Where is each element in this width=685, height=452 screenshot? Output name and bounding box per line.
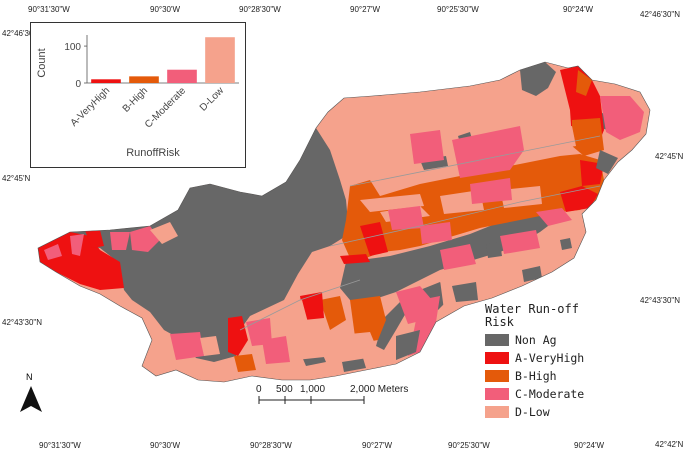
legend-swatch bbox=[485, 351, 509, 364]
coord-top-5: 90°25'30"W bbox=[437, 5, 479, 14]
legend-swatch bbox=[485, 387, 509, 400]
coord-bottom-5: 90°25'30"W bbox=[448, 441, 490, 450]
x-axis-title: RunoffRisk bbox=[126, 147, 180, 159]
coord-bottom-3: 90°28'30"W bbox=[250, 441, 292, 450]
scale-tick-500: 500 bbox=[276, 384, 293, 395]
legend-item: A-VeryHigh bbox=[485, 350, 584, 365]
legend-label: Non Ag bbox=[515, 332, 557, 347]
coord-right-4: 42°42'N bbox=[655, 440, 684, 449]
bar-a-veryhigh bbox=[91, 79, 121, 83]
scale-tick-1000: 1,000 bbox=[300, 384, 326, 395]
y-axis-title: Count bbox=[36, 48, 48, 77]
legend-label: A-VeryHigh bbox=[515, 350, 585, 365]
coord-bottom-2: 90°30'W bbox=[150, 441, 181, 450]
coord-left-3: 42°43'30"N bbox=[2, 318, 43, 327]
bar-b-high bbox=[129, 76, 159, 83]
legend-label: D-Low bbox=[515, 404, 550, 419]
coord-bottom-4: 90°27'W bbox=[362, 441, 393, 450]
coord-left-1: 42°46'30"N bbox=[2, 29, 43, 38]
coord-top-4: 90°27'W bbox=[350, 5, 381, 14]
legend-label: C-Moderate bbox=[515, 386, 585, 401]
legend-swatch bbox=[485, 369, 509, 382]
x-tick-label: B-High bbox=[121, 85, 150, 114]
north-arrow-icon bbox=[20, 386, 42, 412]
north-label: N bbox=[26, 372, 33, 382]
y-tick-label: 0 bbox=[75, 79, 81, 90]
coord-bottom-6: 90°24'W bbox=[574, 441, 605, 450]
coord-bottom-1: 90°31'30"W bbox=[39, 441, 81, 450]
coord-right-3: 42°43'30"N bbox=[640, 296, 681, 305]
y-tick-label: 100 bbox=[64, 42, 81, 53]
legend-label: B-High bbox=[515, 368, 557, 383]
legend-swatch bbox=[485, 405, 509, 418]
bar-c-moderate bbox=[167, 69, 197, 83]
coord-top-6: 90°24'W bbox=[563, 5, 594, 14]
coord-top-1: 90°31'30"W bbox=[28, 5, 70, 14]
coord-right-2: 42°45'N bbox=[655, 152, 684, 161]
legend-item: C-Moderate bbox=[485, 386, 584, 401]
coord-top-2: 90°30'W bbox=[150, 5, 181, 14]
coord-right-1: 42°46'30"N bbox=[640, 10, 681, 19]
x-tick-label: D-Low bbox=[198, 85, 227, 114]
legend-item: B-High bbox=[485, 368, 584, 383]
scale-bar: 0 500 1,000 2,000 Meters bbox=[254, 384, 414, 415]
legend-title: Water Run-off Risk bbox=[485, 302, 579, 329]
map-legend: Water Run-off Risk Non Ag A-VeryHigh B-Hig… bbox=[485, 303, 584, 419]
runoff-risk-chart: 0 100 A-VeryHigh B-High C-Moderate D-Low Runof… bbox=[30, 22, 246, 168]
coord-left-2: 42°45'N bbox=[2, 174, 31, 183]
scale-tick-2000: 2,000 Meters bbox=[350, 384, 409, 395]
x-tick-label: A-VeryHigh bbox=[69, 85, 113, 129]
legend-item: D-Low bbox=[485, 404, 584, 419]
legend-item: Non Ag bbox=[485, 332, 584, 347]
x-tick-label: C-Moderate bbox=[143, 85, 188, 130]
coord-top-3: 90°28'30"W bbox=[239, 5, 281, 14]
bar-d-low bbox=[205, 37, 235, 83]
scale-tick-0: 0 bbox=[256, 384, 262, 395]
legend-swatch bbox=[485, 333, 509, 346]
